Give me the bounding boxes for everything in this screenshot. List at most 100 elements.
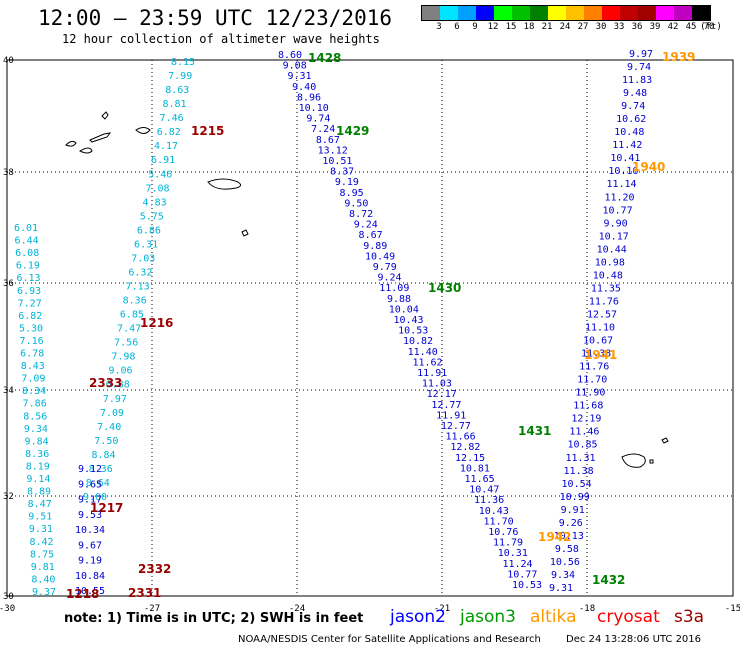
color-swatch: [620, 6, 638, 20]
color-scale-label: 12: [487, 22, 499, 32]
longitude-label: -18: [579, 604, 595, 614]
wave-height-value: 9.88: [387, 294, 411, 305]
wave-height-value: 9.00: [83, 492, 107, 503]
latitude-label: 40: [3, 56, 14, 66]
color-swatch: [638, 6, 656, 20]
map-subtitle: 12 hour collection of altimeter wave hei…: [62, 32, 380, 46]
wave-height-value: 9.12: [78, 464, 102, 475]
wave-height-value: 7.08: [145, 183, 169, 194]
wave-height-value: 6.08: [15, 248, 39, 259]
wave-height-value: 11.20: [604, 192, 634, 203]
altimeter-pass: 9.12 9.65 9.17 9.53 10.34 9.67 9.19 10.84 10.55: [75, 464, 105, 597]
wave-height-value: 12.19: [571, 414, 601, 425]
wave-height-value: 11.90: [575, 388, 605, 399]
wave-height-value: 11.03: [422, 379, 452, 390]
color-scale-label: (ft): [700, 22, 722, 32]
wave-height-value: 9.06: [108, 366, 132, 377]
wave-height-value: 10.82: [403, 336, 433, 347]
wave-height-value: 9.31: [29, 524, 53, 535]
pass-time-label: 2333: [89, 376, 122, 390]
wave-height-value: 8.75: [30, 549, 54, 560]
wave-height-value: 7.98: [111, 352, 135, 363]
longitude-label: -30: [0, 604, 15, 614]
wave-height-value: 10.43: [479, 506, 509, 517]
wave-height-value: 9.31: [287, 71, 311, 82]
island-outline: [241, 229, 249, 237]
wave-height-value: 7.86: [23, 399, 47, 410]
pass-time-label: 2332: [138, 562, 171, 576]
legend-s3a: s3a: [674, 607, 705, 627]
longitude-label: -15: [725, 604, 740, 614]
footer-org: NOAA/NESDIS Center for Satellite Applica…: [238, 634, 541, 645]
island-outline: [649, 459, 654, 464]
wave-height-value: 10.56: [550, 557, 580, 568]
wave-height-value: 9.40: [292, 82, 316, 93]
pass-time-label: 1432: [592, 573, 625, 587]
wave-height-value: 9.19: [335, 177, 359, 188]
wave-height-value: 11.14: [606, 179, 636, 190]
wave-height-value: 9.26: [559, 518, 583, 529]
wave-height-value: 5.30: [19, 323, 43, 334]
wave-height-value: 5.75: [140, 211, 164, 222]
latitude-label: 36: [3, 279, 14, 289]
wave-height-value: 10.53: [512, 580, 542, 591]
wave-height-value: 8.84: [91, 450, 115, 461]
island-outline: [661, 437, 669, 444]
wave-height-value: 7.09: [21, 374, 45, 385]
wave-height-value: 12.77: [431, 400, 461, 411]
wave-height-value: 10.47: [469, 485, 499, 496]
wave-height-value: 11.46: [569, 427, 599, 438]
wave-height-value: 9.08: [283, 61, 307, 72]
color-scale-label: 39: [649, 22, 661, 32]
wave-height-value: 8.96: [297, 92, 321, 103]
legend-cryosat: cryosat: [597, 607, 660, 627]
wave-height-value: 10.31: [498, 548, 528, 559]
wave-height-value: 6.93: [17, 286, 41, 297]
wave-height-value: 11.76: [589, 297, 619, 308]
wave-height-value: 6.44: [15, 236, 39, 247]
wave-height-value: 9.19: [78, 556, 102, 567]
map-frame: [6, 59, 734, 597]
coastlines: [65, 111, 669, 468]
wave-height-value: 10.17: [599, 231, 629, 242]
wave-height-value: 8.19: [26, 462, 50, 473]
wave-height-value: 11.10: [585, 323, 615, 334]
wave-height-value: 10.13: [554, 531, 584, 542]
wave-height-value: 6.78: [20, 349, 44, 360]
wave-height-value: 4.17: [154, 141, 178, 152]
color-swatch: [674, 6, 692, 20]
wave-height-value: 10.81: [460, 463, 490, 474]
wave-height-value: 9.91: [561, 505, 585, 516]
footer-credit: NOAA/NESDIS Center for Satellite Applica…: [238, 634, 701, 645]
wave-height-value: 9.24: [377, 273, 401, 284]
wave-height-value: 10.54: [562, 479, 592, 490]
wave-height-value: 10.43: [393, 315, 423, 326]
wave-height-value: 9.89: [363, 241, 387, 252]
wave-height-value: 8.89: [27, 487, 51, 498]
altimeter-tracks: 8.15 7.99 8.63 8.81 7.46 6.82 4.17 6.91 5.46 7.08…: [14, 49, 653, 598]
color-scale-label: 42: [667, 22, 679, 32]
wave-height-value: 7.47: [117, 324, 141, 335]
color-swatch: [548, 6, 566, 20]
wave-height-value: 6.85: [120, 310, 144, 321]
pass-time-labels: 1428 1429 1430 1431 1432 1939 1940 1941 1942 1215…: [66, 50, 695, 601]
wave-height-value: 11.66: [446, 432, 476, 443]
wave-height-value: 6.01: [14, 223, 38, 234]
wave-height-value: 7.46: [160, 113, 184, 124]
wave-height-value: 9.24: [354, 220, 378, 231]
longitude-label: -21: [434, 604, 450, 614]
color-scale-label: 30: [595, 22, 607, 32]
wave-height-value: 9.50: [344, 198, 368, 209]
wave-height-value: 12.17: [427, 389, 457, 400]
wave-height-value: 9.74: [627, 62, 651, 73]
map-title: 12:00 – 23:59 UTC 12/23/2016: [38, 6, 393, 30]
lat-lon-grid: -30 -27 -24 -21 -18 -15 40 38 36 34 32 30: [0, 56, 740, 614]
wave-height-value: 9.65: [78, 479, 102, 490]
island-outline: [621, 453, 646, 468]
longitude-label: -24: [289, 604, 305, 614]
wave-height-value: 10.98: [595, 257, 625, 268]
wave-height-value: 9.74: [306, 114, 330, 125]
color-scale-label: 6: [454, 22, 460, 32]
wave-height-value: 11.42: [612, 140, 642, 151]
wave-height-value: 9.48: [623, 88, 647, 99]
